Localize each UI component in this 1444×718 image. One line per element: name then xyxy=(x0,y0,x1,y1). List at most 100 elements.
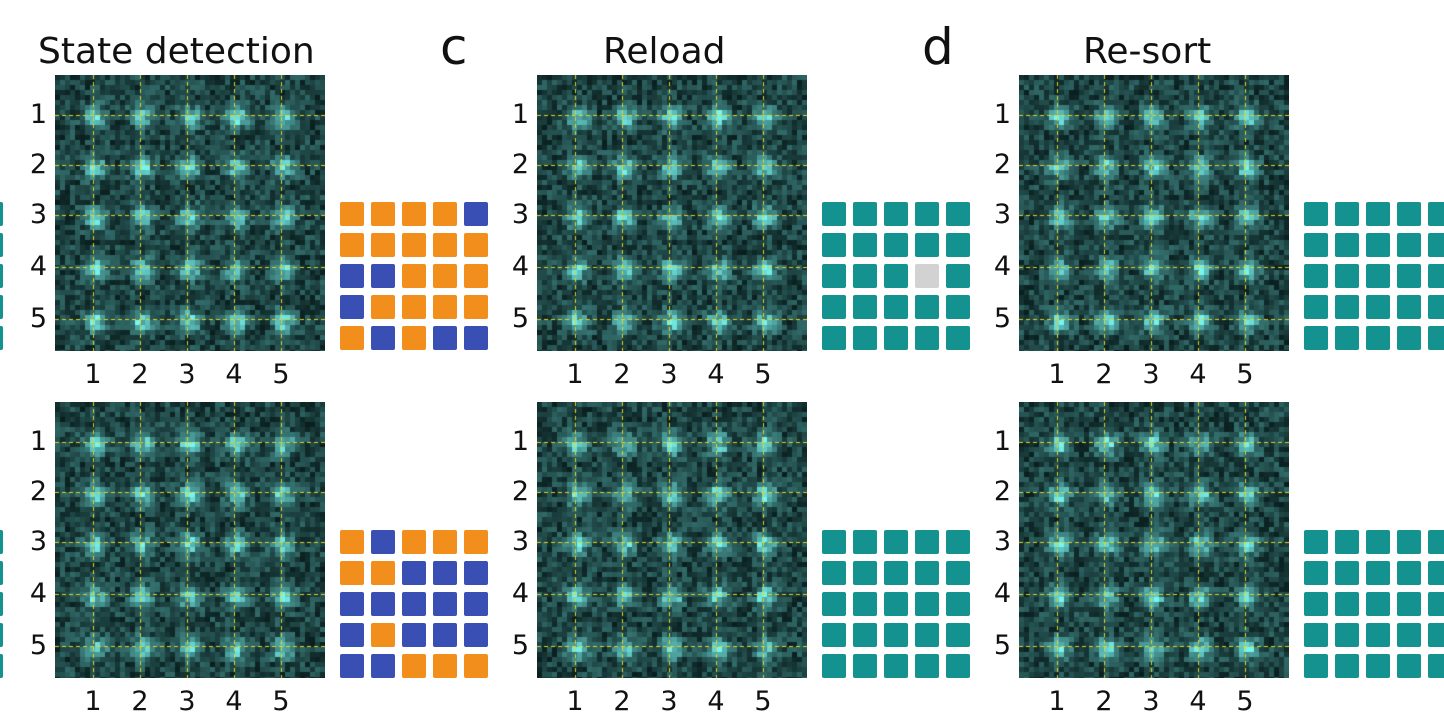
site-reload_top-r3-c1 xyxy=(822,264,846,288)
xtick-reload-bottom-2: 2 xyxy=(613,686,631,717)
site-reload_top-r4-c5 xyxy=(946,295,970,319)
site-resort-top-r5-c3 xyxy=(1366,326,1390,350)
site-reload_bottom-r2-c3 xyxy=(884,561,908,585)
site-reload_top-r4-c3 xyxy=(884,295,908,319)
site-reload_bottom-r4-c4 xyxy=(915,623,939,647)
panel-label-d: d xyxy=(922,18,954,76)
site-reload_bottom-r2-c5 xyxy=(946,561,970,585)
site-reload_bottom-r5-c3 xyxy=(884,654,908,678)
site-state_bottom-r1-c1 xyxy=(340,530,364,554)
xtick-resort-bottom-4: 4 xyxy=(1189,686,1207,717)
atom-image-resort-bottom xyxy=(1019,402,1289,678)
site-state_bottom-r1-c2 xyxy=(371,530,395,554)
site-state_top-r5-c1 xyxy=(340,326,364,350)
site-state_bottom-r3-c5 xyxy=(464,592,488,616)
site-resort-top-r5-c4 xyxy=(1397,326,1421,350)
xtick-state-top-4: 4 xyxy=(225,359,243,390)
site-reload_bottom-r2-c2 xyxy=(853,561,877,585)
ytick-reload-top-1: 1 xyxy=(511,99,529,130)
site-state_bottom-r3-c4 xyxy=(433,592,457,616)
site-reload_bottom-r1-c4 xyxy=(915,530,939,554)
site-left-top-r5-c1 xyxy=(0,326,3,350)
site-left-bottom-r2-c1 xyxy=(0,561,3,585)
site-reload_bottom-r3-c2 xyxy=(853,592,877,616)
site-resort-bottom-r4-c5 xyxy=(1428,623,1444,647)
ytick-state-top-2: 2 xyxy=(29,149,47,180)
xtick-resort-bottom-3: 3 xyxy=(1142,686,1160,717)
site-reload_top-r1-c3 xyxy=(884,202,908,226)
site-resort-bottom-r5-c2 xyxy=(1335,654,1359,678)
site-resort-bottom-r3-c4 xyxy=(1397,592,1421,616)
site-resort-bottom-r2-c5 xyxy=(1428,561,1444,585)
ytick-resort-bottom-2: 2 xyxy=(993,476,1011,507)
site-reload_top-r1-c4 xyxy=(915,202,939,226)
ytick-reload-top-2: 2 xyxy=(511,149,529,180)
site-state_bottom-r2-c4 xyxy=(433,561,457,585)
site-state_bottom-r1-c3 xyxy=(402,530,426,554)
xtick-resort-top-3: 3 xyxy=(1142,359,1160,390)
xtick-resort-top-5: 5 xyxy=(1236,359,1254,390)
site-reload_bottom-r3-c4 xyxy=(915,592,939,616)
xtick-reload-bottom-5: 5 xyxy=(754,686,772,717)
site-reload_bottom-r3-c1 xyxy=(822,592,846,616)
site-resort-bottom-r3-c3 xyxy=(1366,592,1390,616)
ytick-state-bottom-3: 3 xyxy=(29,526,47,557)
site-reload_top-r3-c4 xyxy=(915,264,939,288)
site-resort-top-r1-c3 xyxy=(1366,202,1390,226)
title-state-detection: State detection xyxy=(38,31,315,72)
xtick-state-bottom-4: 4 xyxy=(225,686,243,717)
atom-image-resort-top xyxy=(1019,75,1289,351)
site-resort-top-r1-c1 xyxy=(1304,202,1328,226)
ytick-state-top-3: 3 xyxy=(29,199,47,230)
site-reload_top-r5-c5 xyxy=(946,326,970,350)
xtick-state-bottom-5: 5 xyxy=(272,686,290,717)
site-reload_top-r2-c4 xyxy=(915,233,939,257)
site-resort-top-r3-c3 xyxy=(1366,264,1390,288)
site-state_bottom-r4-c2 xyxy=(371,623,395,647)
site-resort-top-r4-c4 xyxy=(1397,295,1421,319)
ytick-state-bottom-5: 5 xyxy=(29,630,47,661)
site-reload_top-r5-c2 xyxy=(853,326,877,350)
site-state_top-r2-c3 xyxy=(402,233,426,257)
site-state_bottom-r2-c1 xyxy=(340,561,364,585)
site-resort-bottom-r3-c2 xyxy=(1335,592,1359,616)
site-resort-top-r3-c5 xyxy=(1428,264,1444,288)
ytick-resort-top-2: 2 xyxy=(993,149,1011,180)
site-state_top-r2-c2 xyxy=(371,233,395,257)
site-state_bottom-r4-c1 xyxy=(340,623,364,647)
xtick-state-top-3: 3 xyxy=(178,359,196,390)
ytick-reload-top-5: 5 xyxy=(511,303,529,334)
ytick-reload-top-4: 4 xyxy=(511,251,529,282)
site-state_top-r4-c4 xyxy=(433,295,457,319)
site-state_bottom-r3-c2 xyxy=(371,592,395,616)
site-reload_bottom-r4-c2 xyxy=(853,623,877,647)
site-reload_bottom-r3-c5 xyxy=(946,592,970,616)
site-reload_top-r3-c5 xyxy=(946,264,970,288)
site-reload_top-r4-c4 xyxy=(915,295,939,319)
ytick-reload-bottom-2: 2 xyxy=(511,476,529,507)
site-resort-top-r4-c2 xyxy=(1335,295,1359,319)
xtick-reload-top-1: 1 xyxy=(566,359,584,390)
site-reload_bottom-r5-c2 xyxy=(853,654,877,678)
site-reload_bottom-r1-c1 xyxy=(822,530,846,554)
site-resort-top-r4-c5 xyxy=(1428,295,1444,319)
xtick-state-top-2: 2 xyxy=(131,359,149,390)
site-resort-bottom-r4-c3 xyxy=(1366,623,1390,647)
site-reload_top-r5-c4 xyxy=(915,326,939,350)
site-resort-top-r2-c5 xyxy=(1428,233,1444,257)
site-state_top-r1-c1 xyxy=(340,202,364,226)
site-state_top-r5-c3 xyxy=(402,326,426,350)
site-state_bottom-r3-c3 xyxy=(402,592,426,616)
site-reload_top-r2-c2 xyxy=(853,233,877,257)
xtick-state-top-5: 5 xyxy=(272,359,290,390)
site-resort-top-r1-c4 xyxy=(1397,202,1421,226)
ytick-reload-bottom-1: 1 xyxy=(511,426,529,457)
atom-image-reload-top xyxy=(537,75,807,351)
site-state_top-r4-c5 xyxy=(464,295,488,319)
site-resort-bottom-r4-c1 xyxy=(1304,623,1328,647)
ytick-resort-top-1: 1 xyxy=(993,99,1011,130)
site-reload_top-r3-c2 xyxy=(853,264,877,288)
ytick-state-bottom-4: 4 xyxy=(29,578,47,609)
ytick-resort-bottom-4: 4 xyxy=(993,578,1011,609)
site-reload_bottom-r1-c5 xyxy=(946,530,970,554)
